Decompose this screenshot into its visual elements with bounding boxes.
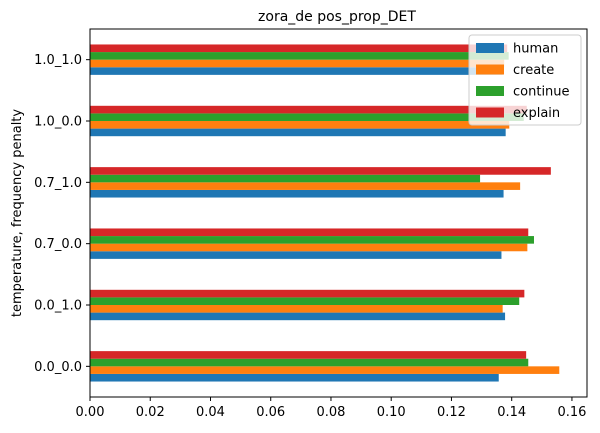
x-tick-label: 0.12 bbox=[437, 405, 466, 420]
y-tick-label: 1.0_1.0 bbox=[34, 53, 82, 68]
x-tick-label: 0.04 bbox=[196, 405, 225, 420]
legend-label-human: human bbox=[513, 42, 558, 57]
bar-human-0.7_0.0 bbox=[90, 251, 502, 259]
bar-continue-1.0_1.0 bbox=[90, 52, 509, 60]
bar-human-0.7_1.0 bbox=[90, 189, 504, 198]
x-tick-label: 0.06 bbox=[256, 405, 285, 420]
bar-explain-1.0_1.0 bbox=[90, 44, 508, 53]
bar-create-0.0_1.0 bbox=[90, 305, 503, 313]
bar-continue-1.0_0.0 bbox=[90, 113, 524, 121]
x-tick-label: 0.08 bbox=[316, 405, 345, 420]
y-tick-label: 1.0_0.0 bbox=[34, 115, 82, 130]
y-axis: 0.0_0.0 0.0_1.0 0.7_0.0 0.7_1.0 1.0_0.0 1.0_1… bbox=[34, 53, 90, 375]
y-axis-label: temperature, frequency penalty bbox=[10, 109, 25, 317]
legend-box bbox=[468, 34, 582, 126]
bar-explain-0.0_1.0 bbox=[90, 289, 525, 298]
legend-label-continue: continue bbox=[513, 85, 570, 100]
bars-layer bbox=[90, 44, 560, 382]
bar-create-1.0_1.0 bbox=[90, 59, 505, 68]
bar-human-0.0_1.0 bbox=[90, 312, 506, 321]
y-tick-label: 0.0_1.0 bbox=[34, 299, 82, 314]
bar-explain-0.0_0.0 bbox=[90, 351, 527, 359]
bar-explain-0.7_0.0 bbox=[90, 228, 529, 237]
bar-continue-0.0_0.0 bbox=[90, 358, 529, 367]
y-tick-label: 0.0_0.0 bbox=[34, 360, 82, 375]
chart-title: zora_de pos_prop_DET bbox=[258, 9, 416, 25]
bar-human-1.0_0.0 bbox=[90, 128, 506, 137]
x-tick-label: 0.10 bbox=[377, 405, 406, 420]
x-tick-label: 0.16 bbox=[557, 405, 586, 420]
bar-human-0.0_0.0 bbox=[90, 373, 499, 382]
x-tick-label: 0.02 bbox=[136, 405, 165, 420]
bar-continue-0.0_1.0 bbox=[90, 297, 520, 305]
bar-create-1.0_0.0 bbox=[90, 121, 510, 129]
legend-label-explain: explain bbox=[513, 106, 560, 121]
y-tick-label: 0.7_0.0 bbox=[34, 237, 82, 252]
x-tick-label: 0.00 bbox=[76, 405, 105, 420]
bar-create-0.7_1.0 bbox=[90, 182, 521, 190]
bar-explain-1.0_0.0 bbox=[90, 105, 527, 114]
bar-explain-0.7_1.0 bbox=[90, 167, 551, 175]
legend-swatch-create bbox=[476, 64, 504, 75]
legend-swatch-continue bbox=[476, 86, 504, 96]
legend-swatch-explain bbox=[476, 107, 504, 118]
legend-label-create: create bbox=[513, 63, 554, 78]
x-axis: 0.00 0.02 0.04 0.06 0.08 0.10 0.12 0.14 0.16 bbox=[76, 397, 586, 420]
bar-human-1.0_1.0 bbox=[90, 67, 503, 75]
x-tick-label: 0.14 bbox=[497, 405, 526, 420]
legend: human create continue explain bbox=[468, 34, 582, 126]
bar-continue-0.7_1.0 bbox=[90, 174, 481, 183]
bar-continue-0.7_0.0 bbox=[90, 236, 534, 244]
bar-create-0.0_0.0 bbox=[90, 366, 560, 374]
plot-frame bbox=[89, 28, 588, 398]
bar-create-0.7_0.0 bbox=[90, 243, 528, 252]
legend-swatch-human bbox=[476, 43, 504, 53]
y-tick-label: 0.7_1.0 bbox=[34, 176, 82, 191]
